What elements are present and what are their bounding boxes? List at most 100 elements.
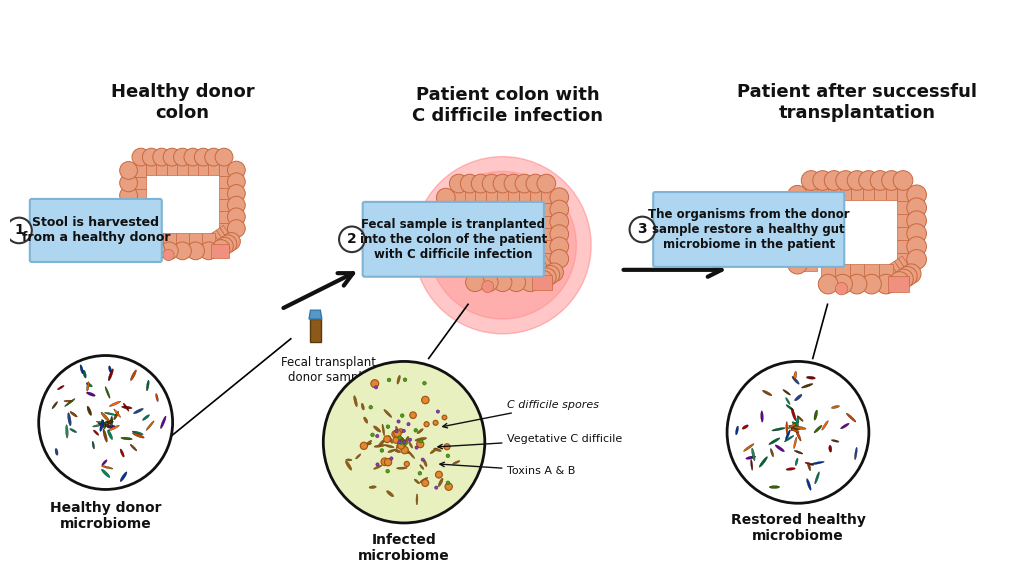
- Circle shape: [227, 173, 245, 191]
- Circle shape: [507, 273, 525, 291]
- Ellipse shape: [772, 427, 785, 431]
- Circle shape: [466, 273, 484, 291]
- Circle shape: [901, 264, 921, 283]
- Ellipse shape: [784, 435, 794, 442]
- Polygon shape: [851, 176, 863, 200]
- Ellipse shape: [814, 425, 822, 433]
- Polygon shape: [840, 176, 851, 200]
- Circle shape: [132, 148, 150, 166]
- Circle shape: [402, 440, 406, 444]
- Circle shape: [174, 148, 191, 166]
- Circle shape: [401, 440, 404, 444]
- Ellipse shape: [397, 376, 400, 384]
- Circle shape: [174, 242, 191, 259]
- Ellipse shape: [796, 430, 801, 441]
- Circle shape: [414, 156, 591, 334]
- Ellipse shape: [808, 463, 811, 471]
- Polygon shape: [309, 319, 322, 342]
- Circle shape: [153, 148, 171, 166]
- Ellipse shape: [828, 445, 831, 452]
- Polygon shape: [167, 154, 177, 175]
- Circle shape: [479, 273, 498, 291]
- Ellipse shape: [367, 440, 372, 444]
- Circle shape: [415, 446, 418, 449]
- Ellipse shape: [68, 413, 71, 426]
- Ellipse shape: [806, 376, 815, 379]
- Ellipse shape: [403, 437, 408, 446]
- Circle shape: [461, 174, 479, 193]
- Polygon shape: [895, 259, 911, 281]
- Circle shape: [395, 430, 398, 432]
- Ellipse shape: [374, 426, 381, 432]
- Polygon shape: [125, 201, 146, 214]
- Ellipse shape: [92, 441, 94, 449]
- Ellipse shape: [104, 420, 114, 423]
- Polygon shape: [794, 257, 817, 271]
- Circle shape: [787, 199, 807, 219]
- Circle shape: [550, 200, 568, 219]
- Circle shape: [400, 414, 404, 417]
- Polygon shape: [541, 240, 563, 253]
- Polygon shape: [218, 222, 240, 234]
- Polygon shape: [794, 202, 817, 216]
- Circle shape: [787, 185, 807, 205]
- Polygon shape: [213, 230, 228, 250]
- Ellipse shape: [96, 421, 109, 424]
- Ellipse shape: [794, 426, 806, 430]
- Polygon shape: [468, 263, 482, 286]
- Polygon shape: [309, 310, 322, 319]
- Circle shape: [424, 422, 429, 427]
- Ellipse shape: [793, 428, 801, 430]
- FancyBboxPatch shape: [30, 199, 162, 262]
- Ellipse shape: [86, 392, 95, 396]
- Text: Vegetative C difficile: Vegetative C difficile: [438, 434, 623, 449]
- Polygon shape: [541, 253, 563, 265]
- Circle shape: [433, 420, 438, 425]
- Text: Fecal transplant
donor sample: Fecal transplant donor sample: [281, 356, 376, 384]
- Ellipse shape: [408, 451, 415, 459]
- Ellipse shape: [142, 415, 150, 420]
- Ellipse shape: [742, 425, 749, 429]
- Circle shape: [120, 212, 137, 229]
- Ellipse shape: [346, 459, 352, 461]
- Ellipse shape: [420, 477, 428, 483]
- Circle shape: [550, 188, 568, 207]
- Polygon shape: [897, 240, 921, 253]
- Circle shape: [859, 171, 879, 190]
- Circle shape: [436, 241, 455, 259]
- Circle shape: [787, 254, 807, 274]
- Ellipse shape: [797, 416, 803, 422]
- Polygon shape: [886, 176, 897, 200]
- Circle shape: [446, 454, 450, 457]
- Polygon shape: [442, 257, 465, 270]
- Circle shape: [446, 481, 450, 485]
- Polygon shape: [125, 214, 146, 226]
- Circle shape: [429, 171, 577, 319]
- Polygon shape: [442, 204, 465, 217]
- Circle shape: [120, 174, 137, 192]
- Circle shape: [550, 212, 568, 231]
- Circle shape: [399, 441, 403, 444]
- Ellipse shape: [782, 390, 791, 395]
- Text: 3: 3: [638, 222, 647, 237]
- Polygon shape: [218, 211, 240, 222]
- Polygon shape: [891, 261, 907, 283]
- Circle shape: [419, 439, 423, 443]
- Polygon shape: [897, 176, 908, 200]
- Polygon shape: [794, 188, 817, 202]
- FancyBboxPatch shape: [653, 192, 844, 267]
- Circle shape: [369, 406, 373, 409]
- Ellipse shape: [796, 458, 798, 465]
- Ellipse shape: [388, 435, 392, 443]
- Polygon shape: [218, 176, 240, 188]
- Polygon shape: [897, 227, 921, 240]
- Circle shape: [833, 274, 852, 294]
- Ellipse shape: [87, 406, 91, 415]
- Circle shape: [393, 437, 399, 443]
- Circle shape: [442, 415, 446, 420]
- Ellipse shape: [132, 432, 144, 438]
- Ellipse shape: [103, 429, 108, 442]
- Ellipse shape: [795, 450, 803, 454]
- Ellipse shape: [63, 400, 73, 402]
- Ellipse shape: [831, 440, 839, 442]
